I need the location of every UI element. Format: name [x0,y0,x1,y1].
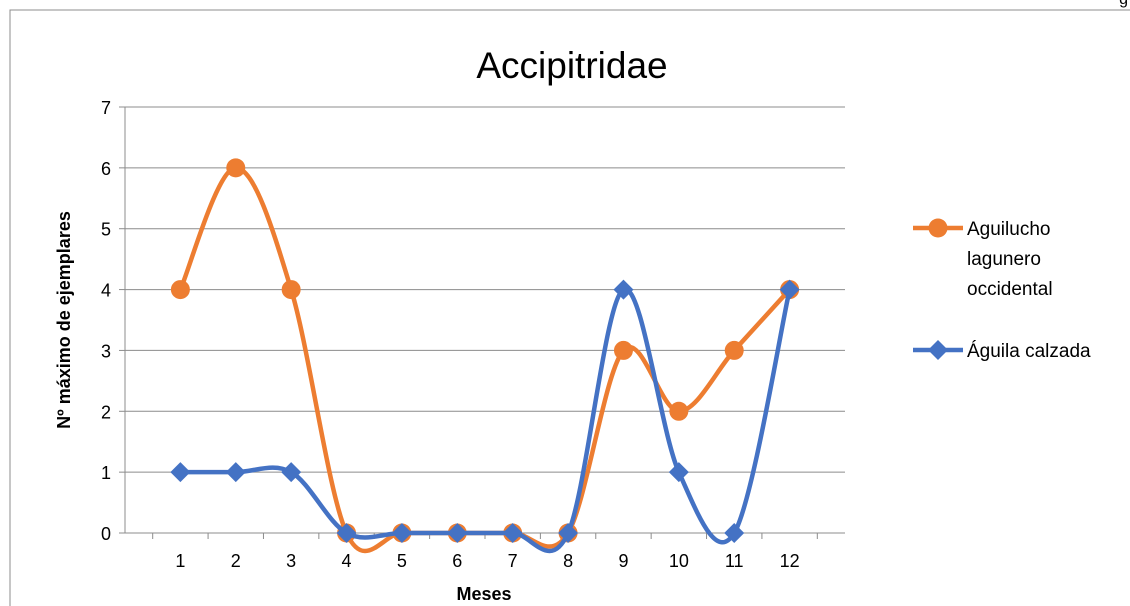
x-tick-label: 8 [563,551,573,571]
x-tick-label: 5 [397,551,407,571]
data-point [391,523,412,543]
x-tick-label: 4 [342,551,352,571]
y-tick-label: 4 [101,281,111,301]
data-point [502,523,523,543]
y-tick-label: 5 [101,220,111,240]
data-point [613,340,633,360]
series-line [180,287,792,554]
data-point [281,462,302,483]
data-point [779,279,800,300]
data-point [558,523,579,543]
data-point [281,280,301,300]
y-tick-label: 7 [101,98,111,118]
data-point [170,462,191,483]
legend-swatch-marker [928,218,948,238]
x-tick-label: 11 [725,551,744,571]
data-point [336,523,357,543]
legend-entry-0: Aguilucho lagunero occidental [913,218,1053,300]
x-tick-label: 9 [618,551,628,571]
page-corner-mark: g [1119,0,1128,9]
data-point [724,523,745,543]
x-tick-label: 6 [452,551,462,571]
x-tick-label: 2 [231,551,241,571]
y-tick-label: 2 [101,402,111,422]
x-tick-label: 3 [286,551,296,571]
data-point [226,158,246,178]
y-tick-label: 3 [101,341,111,361]
legend-label: Águila calzada [967,341,1091,362]
data-point [225,462,246,483]
x-axis-label: Meses [456,584,511,604]
y-axis-label: Nº máximo de ejemplares [54,211,74,429]
chart-title: Accipitridae [476,45,667,86]
data-point [668,462,689,483]
data-point [724,340,744,360]
legend-entry-1: Águila calzada [913,340,1091,362]
legend-label: Aguilucho [967,219,1050,240]
series-1 [170,279,800,554]
x-tick-label: 1 [175,551,185,571]
series [170,158,800,554]
legend-swatch-marker [928,340,948,360]
legend-label: occidental [967,279,1053,300]
chart-frame [9,9,1130,606]
legend: Aguilucho lagunero occidental Águila calzad… [913,218,1091,362]
data-point [447,523,468,543]
y-tick-label: 1 [101,463,111,483]
y-tick-label: 0 [101,524,111,544]
x-tick-label: 12 [780,551,800,571]
legend-label: lagunero [967,249,1041,270]
y-tick-label: 6 [101,159,111,179]
data-point [669,401,689,421]
data-point [613,279,634,300]
x-tick-label: 7 [508,551,518,571]
x-tick-label: 10 [669,551,689,571]
data-point [170,280,190,300]
